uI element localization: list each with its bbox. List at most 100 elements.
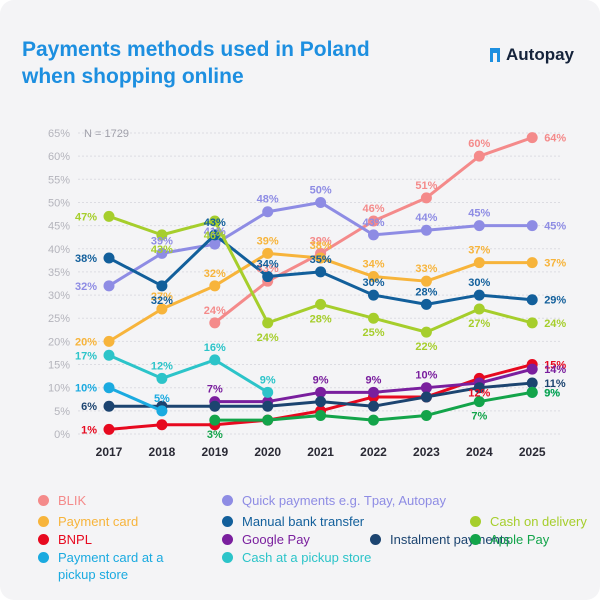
series-line-9 bbox=[107, 353, 270, 394]
data-point-7-2 bbox=[209, 400, 221, 412]
data-point-3-8 bbox=[526, 294, 538, 306]
data-point-3-7 bbox=[473, 289, 485, 301]
data-point-7-0 bbox=[103, 400, 115, 412]
data-point-4-2 bbox=[209, 215, 221, 227]
data-label-6-5: 9% bbox=[366, 374, 382, 386]
data-point-2-6 bbox=[420, 275, 432, 287]
data-label-0-8: 64% bbox=[544, 133, 566, 145]
data-label-10-8: 9% bbox=[544, 387, 560, 399]
data-point-4-0 bbox=[103, 210, 115, 222]
data-point-2-0 bbox=[103, 335, 115, 347]
y-tick-label: 30% bbox=[48, 290, 70, 302]
data-point-4-5 bbox=[368, 312, 379, 324]
legend-marker bbox=[222, 552, 233, 563]
data-label-4-5: 25% bbox=[362, 327, 384, 339]
data-label-0-7: 60% bbox=[468, 138, 490, 150]
data-label-0-3: 33% bbox=[257, 263, 279, 275]
data-point-0-6 bbox=[420, 192, 432, 204]
legend-marker bbox=[38, 495, 49, 506]
data-label-1-3: 48% bbox=[257, 194, 279, 206]
y-tick-label: 45% bbox=[48, 221, 70, 233]
legend-label: Cash at a pickup store bbox=[242, 550, 372, 565]
data-point-1-5 bbox=[368, 229, 379, 241]
legend-item: Payment card at a pickup store bbox=[38, 549, 164, 583]
legend-item: BNPL bbox=[38, 531, 92, 548]
legend-label: Manual bank transfer bbox=[242, 514, 365, 529]
data-label-3-6: 28% bbox=[415, 286, 437, 298]
data-label-8-1: 5% bbox=[154, 393, 170, 405]
legend-marker bbox=[38, 552, 49, 563]
y-tick-label: 15% bbox=[48, 360, 70, 372]
data-point-2-3 bbox=[262, 247, 274, 259]
legend-label: Payment card at a pickup store bbox=[58, 550, 164, 582]
data-point-4-1 bbox=[156, 229, 168, 241]
data-point-7-6 bbox=[420, 391, 432, 403]
data-label-3-4: 35% bbox=[310, 254, 332, 266]
y-tick-label: 55% bbox=[48, 174, 70, 186]
data-point-10-6 bbox=[420, 409, 432, 421]
legend-item: Quick payments e.g. Tpay, Autopay bbox=[222, 492, 446, 509]
x-tick-label: 2020 bbox=[254, 445, 281, 459]
data-point-2-7 bbox=[473, 257, 485, 269]
data-label-3-8: 29% bbox=[544, 295, 566, 307]
data-label-4-1: 43% bbox=[151, 244, 173, 256]
data-label-10-2: 3% bbox=[207, 429, 223, 441]
data-label-3-5: 30% bbox=[362, 277, 384, 289]
data-point-0-2 bbox=[209, 317, 221, 329]
line-chart: 0% 5% 10% 15% 20% 25% 30% 35% 40% 45% 50% 55% 60% 65%… bbox=[48, 128, 566, 459]
data-point-10-3 bbox=[262, 414, 274, 426]
y-tick-label: 65% bbox=[48, 128, 70, 140]
data-label-1-7: 45% bbox=[468, 208, 490, 220]
legend-label: Instalment payments bbox=[390, 532, 510, 547]
data-label-10-7: 7% bbox=[471, 411, 487, 423]
data-label-2-0: 20% bbox=[75, 336, 97, 348]
data-label-0-6: 51% bbox=[415, 180, 437, 192]
legend-label: Apple Pay bbox=[490, 532, 550, 547]
data-label-4-2: 46% bbox=[204, 230, 226, 242]
y-tick-label: 10% bbox=[48, 383, 70, 395]
y-tick-label: 60% bbox=[48, 151, 70, 163]
data-point-3-0 bbox=[103, 252, 115, 264]
data-label-5-7: 12% bbox=[468, 387, 490, 399]
data-point-10-7 bbox=[473, 396, 485, 408]
data-point-3-3 bbox=[262, 271, 274, 283]
data-point-7-5 bbox=[368, 400, 379, 412]
data-point-6-5 bbox=[368, 386, 379, 398]
data-point-2-2 bbox=[209, 280, 221, 292]
data-point-1-2 bbox=[209, 238, 221, 250]
data-label-1-0: 32% bbox=[75, 281, 97, 293]
data-label-4-8: 24% bbox=[544, 318, 566, 330]
legend-item: Manual bank transfer bbox=[222, 513, 364, 530]
autopay-logo-icon bbox=[490, 48, 500, 62]
data-point-4-6 bbox=[420, 326, 432, 338]
legend-marker bbox=[222, 534, 233, 545]
legend-label: BNPL bbox=[58, 532, 92, 547]
x-tick-label: 2019 bbox=[201, 445, 228, 459]
data-point-9-1 bbox=[156, 372, 168, 384]
data-label-1-5: 43% bbox=[362, 217, 384, 229]
data-point-10-5 bbox=[368, 414, 379, 426]
legend-item: Instalment payments bbox=[370, 531, 510, 548]
data-label-6-2: 7% bbox=[207, 384, 223, 396]
legend-label: Payment card bbox=[58, 514, 139, 529]
data-point-7-7 bbox=[473, 382, 485, 394]
data-point-4-4 bbox=[315, 298, 327, 310]
legend-marker bbox=[370, 534, 381, 545]
data-point-9-0 bbox=[103, 349, 115, 361]
data-point-3-1 bbox=[156, 280, 168, 292]
data-point-4-8 bbox=[526, 317, 538, 329]
data-point-1-7 bbox=[473, 220, 485, 232]
data-label-3-1: 32% bbox=[151, 295, 173, 307]
data-point-0-5 bbox=[368, 215, 379, 227]
data-label-2-6: 33% bbox=[415, 263, 437, 275]
data-point-2-1 bbox=[156, 303, 168, 315]
data-point-7-3 bbox=[262, 400, 274, 412]
data-point-3-5 bbox=[368, 289, 379, 301]
brand-name: Autopay bbox=[506, 45, 574, 64]
data-point-3-2 bbox=[209, 229, 221, 241]
data-point-1-6 bbox=[420, 224, 432, 236]
legend-item: Cash at a pickup store bbox=[222, 549, 371, 566]
legend-label: Google Pay bbox=[242, 532, 310, 547]
y-tick-label: 0% bbox=[54, 429, 70, 441]
